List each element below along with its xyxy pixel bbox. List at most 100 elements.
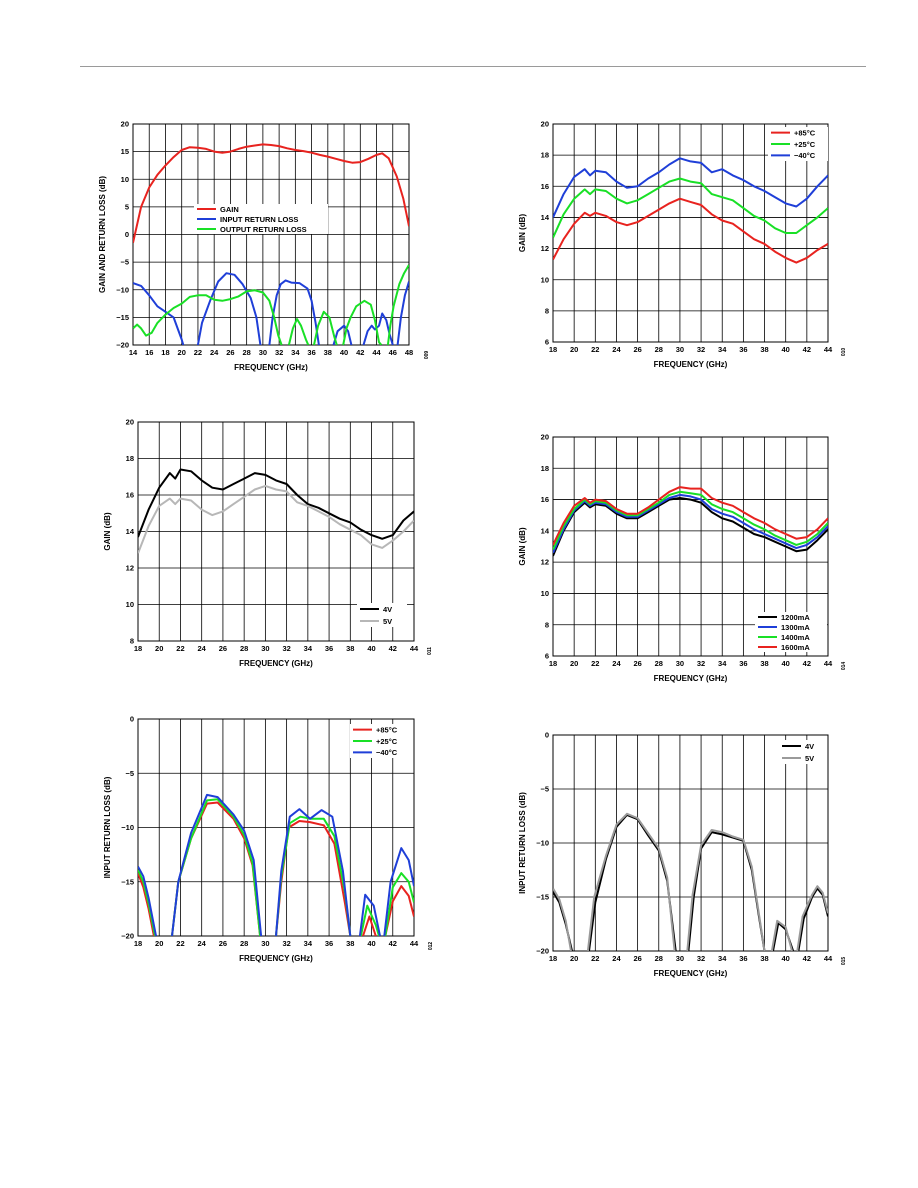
x-tick-label: 16 (145, 348, 153, 357)
x-tick-label: 44 (824, 954, 833, 963)
x-tick-label: 38 (760, 954, 768, 963)
y-tick-label: −10 (116, 285, 129, 294)
y-axis-label: GAIN AND RETURN LOSS (dB) (98, 176, 107, 293)
y-tick-label: 16 (541, 495, 549, 504)
legend-box (755, 612, 827, 652)
legend-label: 4V (805, 742, 814, 751)
legend-label: GAIN (220, 205, 239, 214)
y-axis-label: GAIN (dB) (103, 512, 112, 551)
y-tick-label: 15 (121, 147, 129, 156)
figure-code: 012 (428, 942, 434, 951)
legend-label: 1400mA (781, 633, 810, 642)
y-tick-label: 6 (545, 338, 549, 347)
y-tick-label: 0 (125, 230, 129, 239)
y-tick-label: −10 (121, 823, 134, 832)
y-tick-label: 18 (541, 464, 549, 473)
series-line-gain (133, 143, 409, 244)
x-tick-label: 22 (176, 939, 184, 948)
series-line-1400ma (553, 490, 828, 551)
x-tick-label: 42 (803, 345, 811, 354)
series-line-input-return-loss (332, 324, 353, 345)
x-tick-label: 24 (612, 659, 621, 668)
x-tick-label: 30 (676, 954, 684, 963)
y-tick-label: −15 (116, 313, 129, 322)
legend-label: INPUT RETURN LOSS (220, 215, 298, 224)
figure-code: 010 (841, 348, 847, 357)
x-tick-label: 36 (739, 659, 747, 668)
figure-code: 014 (841, 662, 847, 671)
series-line-85-c (171, 801, 262, 936)
y-tick-label: 0 (130, 715, 134, 724)
y-tick-label: 8 (545, 306, 549, 315)
x-tick-label: 30 (261, 939, 269, 948)
y-tick-label: −5 (120, 258, 129, 267)
series-line-5v (586, 812, 676, 951)
series-line-85-c (384, 885, 414, 936)
x-tick-label: 18 (134, 644, 142, 653)
x-tick-label: 42 (803, 659, 811, 668)
x-tick-label: 26 (219, 939, 227, 948)
y-axis-label: GAIN (dB) (518, 214, 527, 253)
chart-input-return-loss-vs-voltage: 18 20 22 24 26 28 30 32 34 36 38 40 42 44 −20 −15 −10 −5 0… (518, 731, 847, 978)
x-tick-label: 32 (697, 659, 705, 668)
y-tick-label: 10 (541, 589, 549, 598)
y-tick-label: 0 (545, 731, 549, 740)
x-tick-label: 20 (570, 659, 578, 668)
legend-label: +25°C (794, 140, 816, 149)
x-tick-label: 32 (282, 939, 290, 948)
y-tick-label: 12 (541, 558, 549, 567)
x-tick-label: 36 (739, 345, 747, 354)
x-tick-label: 28 (240, 939, 248, 948)
series-line-4v (588, 813, 677, 951)
y-tick-label: 16 (126, 491, 134, 500)
series-line-25-c (138, 869, 156, 936)
series-line-40-c (383, 847, 414, 936)
series-line-input-return-loss (362, 312, 394, 345)
x-tick-label: 14 (129, 348, 138, 357)
x-tick-label: 30 (676, 659, 684, 668)
y-tick-label: 20 (541, 120, 549, 129)
x-axis-label: FREQUENCY (GHz) (654, 674, 728, 683)
x-tick-label: 38 (346, 644, 354, 653)
y-tick-label: 14 (541, 526, 550, 535)
series-line-input-return-loss (133, 282, 185, 345)
series-line-output-return-loss (342, 299, 383, 345)
x-tick-label: 18 (549, 659, 557, 668)
legend-label: +85°C (794, 128, 816, 137)
x-tick-label: 32 (697, 345, 705, 354)
series-line-85-c (138, 872, 155, 936)
x-tick-label: 26 (633, 954, 641, 963)
x-tick-label: 28 (655, 345, 663, 354)
y-tick-label: −10 (536, 839, 549, 848)
x-tick-label: 30 (259, 348, 267, 357)
y-tick-label: 12 (541, 244, 549, 253)
series-line-25-c (171, 798, 262, 936)
x-tick-label: 44 (410, 644, 419, 653)
x-tick-label: 34 (718, 659, 727, 668)
legend-label: 5V (383, 617, 392, 626)
series-line-5v (553, 887, 572, 951)
x-tick-label: 34 (718, 345, 727, 354)
x-tick-label: 40 (367, 939, 375, 948)
x-axis-label: FREQUENCY (GHz) (654, 360, 728, 369)
x-tick-label: 24 (198, 644, 207, 653)
series-line-40-c (553, 157, 828, 218)
series-line-input-return-loss (196, 272, 262, 345)
x-tick-label: 44 (410, 939, 419, 948)
legend-label: +25°C (376, 737, 398, 746)
series-line-40-c (275, 808, 352, 936)
legend: +85°C +25°C −40°C (350, 724, 412, 758)
series-line-5v (770, 919, 793, 951)
chart-gain-and-return-loss: 14 16 18 20 22 24 26 28 30 32 34 36 38 40 42 44 46 48 −20 −… (98, 120, 430, 372)
x-tick-label: 42 (803, 954, 811, 963)
x-tick-label: 22 (176, 644, 184, 653)
x-tick-label: 36 (307, 348, 315, 357)
y-tick-label: −20 (121, 932, 134, 941)
x-axis-label: FREQUENCY (GHz) (234, 363, 308, 372)
x-tick-label: 24 (210, 348, 219, 357)
series-line-1300ma (553, 493, 828, 554)
y-tick-label: 10 (121, 175, 129, 184)
legend-label: 5V (805, 754, 814, 763)
